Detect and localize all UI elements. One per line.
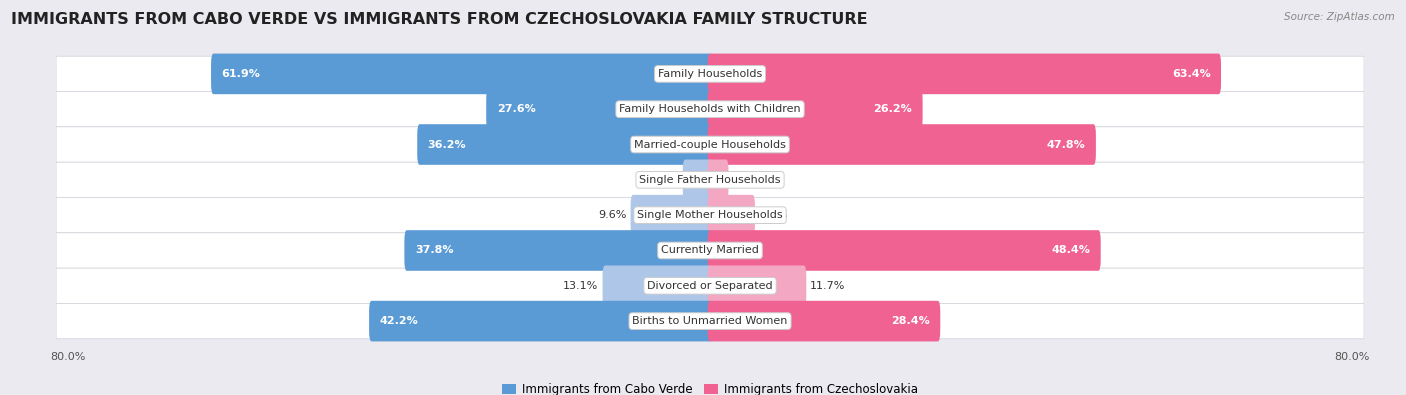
Text: IMMIGRANTS FROM CABO VERDE VS IMMIGRANTS FROM CZECHOSLOVAKIA FAMILY STRUCTURE: IMMIGRANTS FROM CABO VERDE VS IMMIGRANTS… — [11, 12, 868, 27]
Text: 11.7%: 11.7% — [810, 281, 845, 291]
FancyBboxPatch shape — [603, 265, 713, 306]
FancyBboxPatch shape — [707, 89, 922, 130]
Text: 9.6%: 9.6% — [598, 210, 627, 220]
Text: 37.8%: 37.8% — [415, 245, 453, 256]
FancyBboxPatch shape — [707, 265, 806, 306]
Text: 48.4%: 48.4% — [1052, 245, 1090, 256]
FancyBboxPatch shape — [707, 124, 1095, 165]
Text: 3.1%: 3.1% — [651, 175, 679, 185]
Legend: Immigrants from Cabo Verde, Immigrants from Czechoslovakia: Immigrants from Cabo Verde, Immigrants f… — [502, 383, 918, 395]
FancyBboxPatch shape — [683, 160, 713, 200]
Text: Single Mother Households: Single Mother Households — [637, 210, 783, 220]
FancyBboxPatch shape — [56, 233, 1364, 268]
FancyBboxPatch shape — [707, 301, 941, 341]
FancyBboxPatch shape — [56, 127, 1364, 162]
FancyBboxPatch shape — [370, 301, 713, 341]
Text: Single Father Households: Single Father Households — [640, 175, 780, 185]
Text: Currently Married: Currently Married — [661, 245, 759, 256]
FancyBboxPatch shape — [56, 162, 1364, 198]
Text: Source: ZipAtlas.com: Source: ZipAtlas.com — [1284, 12, 1395, 22]
FancyBboxPatch shape — [56, 56, 1364, 92]
Text: 28.4%: 28.4% — [891, 316, 929, 326]
Text: 47.8%: 47.8% — [1046, 139, 1085, 150]
FancyBboxPatch shape — [418, 124, 713, 165]
FancyBboxPatch shape — [211, 54, 713, 94]
FancyBboxPatch shape — [56, 198, 1364, 233]
FancyBboxPatch shape — [56, 268, 1364, 303]
FancyBboxPatch shape — [631, 195, 713, 235]
FancyBboxPatch shape — [56, 92, 1364, 127]
FancyBboxPatch shape — [707, 195, 755, 235]
Text: 2.0%: 2.0% — [733, 175, 761, 185]
Text: 36.2%: 36.2% — [427, 139, 467, 150]
Text: Family Households with Children: Family Households with Children — [619, 104, 801, 114]
FancyBboxPatch shape — [486, 89, 713, 130]
FancyBboxPatch shape — [56, 303, 1364, 339]
Text: 63.4%: 63.4% — [1171, 69, 1211, 79]
Text: 61.9%: 61.9% — [222, 69, 260, 79]
Text: Births to Unmarried Women: Births to Unmarried Women — [633, 316, 787, 326]
Text: 26.2%: 26.2% — [873, 104, 912, 114]
Text: Married-couple Households: Married-couple Households — [634, 139, 786, 150]
FancyBboxPatch shape — [707, 54, 1220, 94]
Text: 42.2%: 42.2% — [380, 316, 418, 326]
Text: 27.6%: 27.6% — [496, 104, 536, 114]
Text: Family Households: Family Households — [658, 69, 762, 79]
Text: Divorced or Separated: Divorced or Separated — [647, 281, 773, 291]
FancyBboxPatch shape — [405, 230, 713, 271]
Text: 5.3%: 5.3% — [759, 210, 787, 220]
FancyBboxPatch shape — [707, 160, 728, 200]
Text: 13.1%: 13.1% — [564, 281, 599, 291]
FancyBboxPatch shape — [707, 230, 1101, 271]
